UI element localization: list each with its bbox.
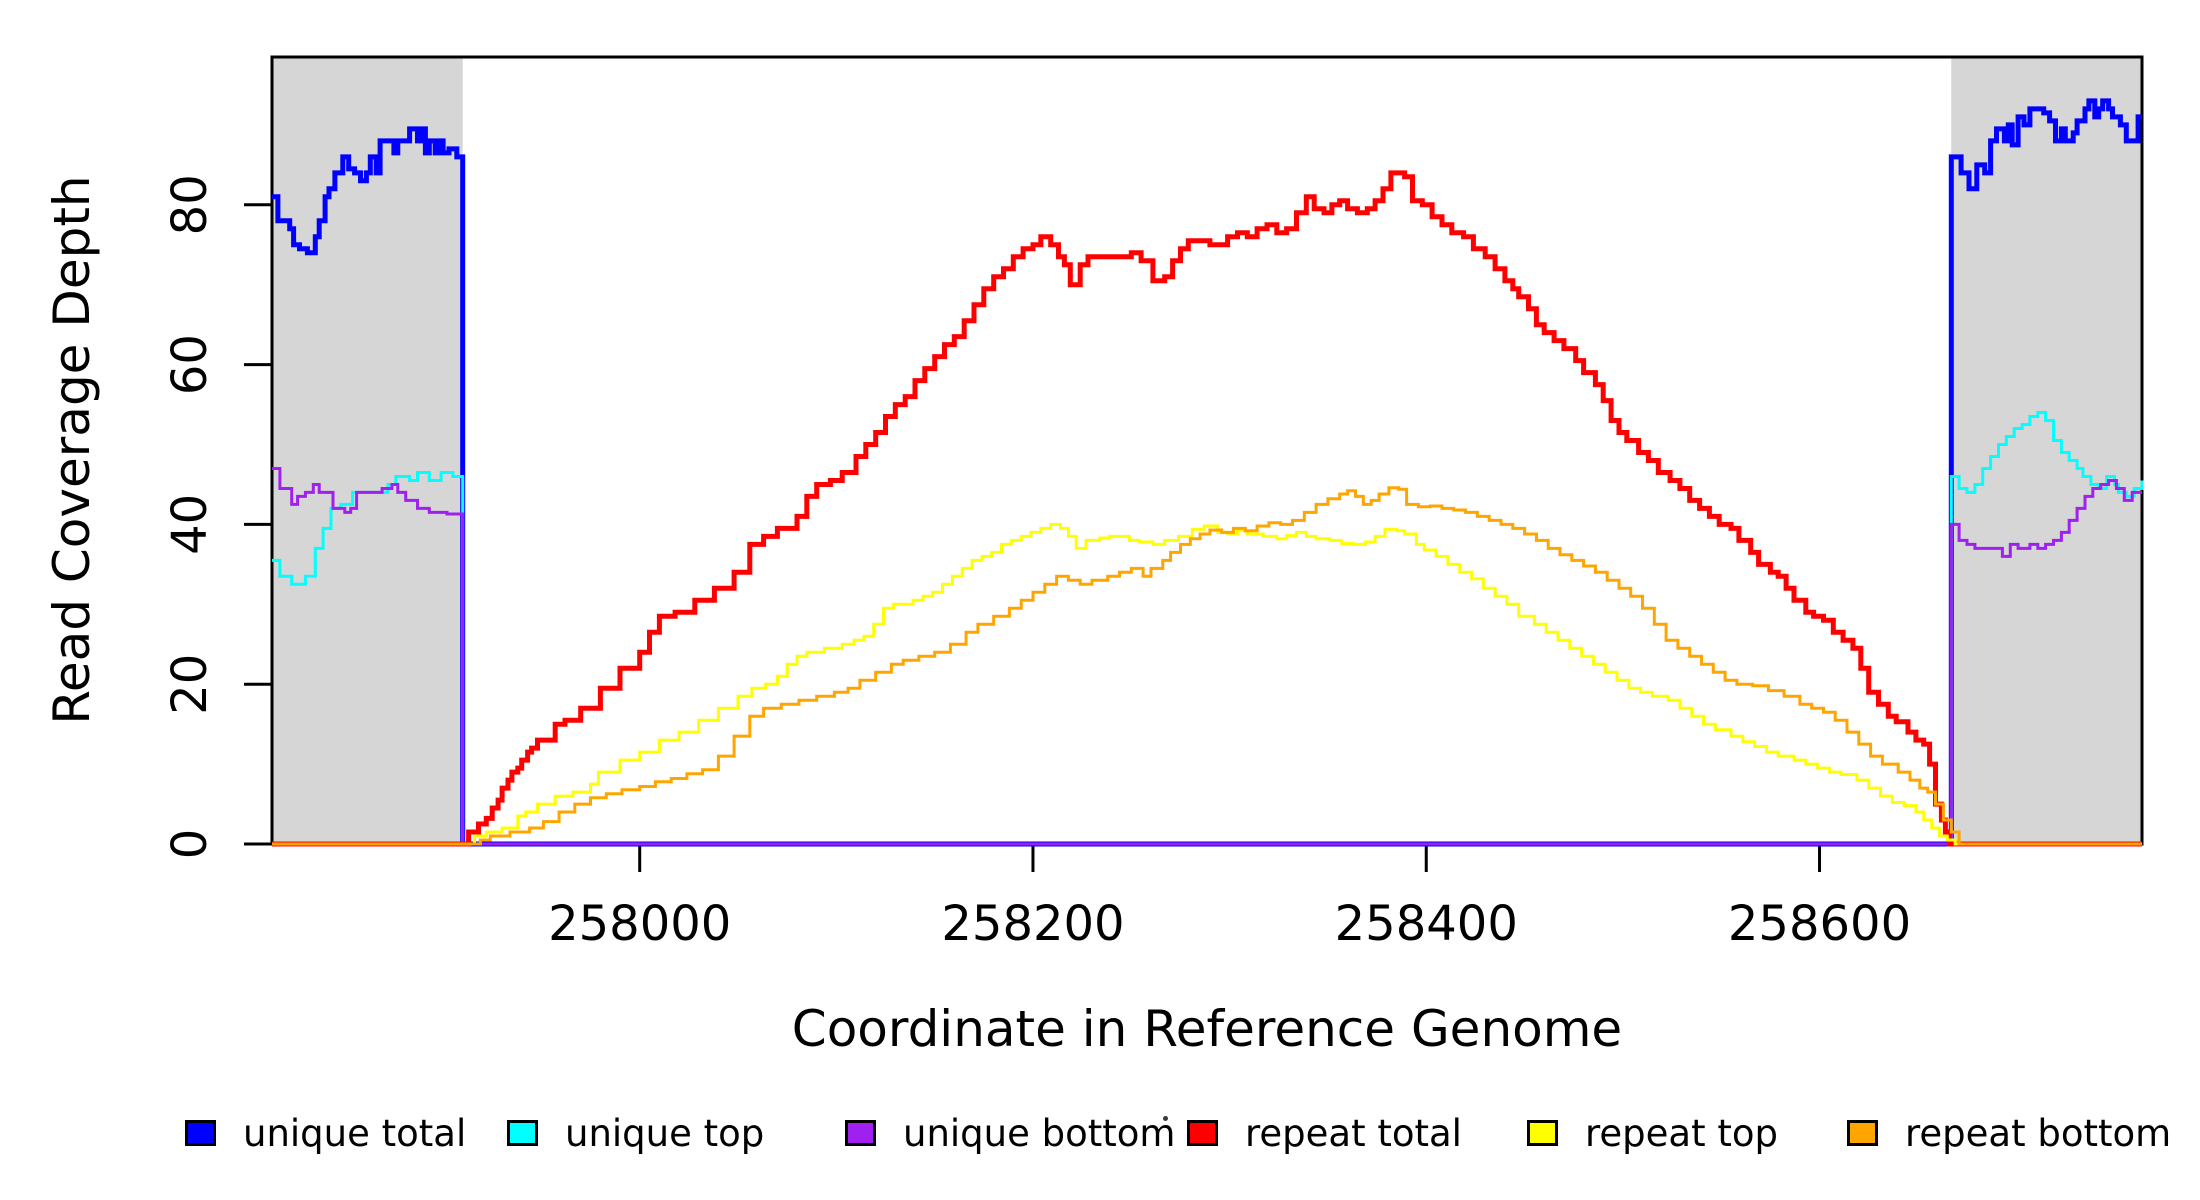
x-tick-label: 258000 xyxy=(548,896,731,952)
shaded-region-right-flank xyxy=(1951,57,2142,844)
legend-item-repeat-top: repeat top xyxy=(1527,1110,1778,1156)
legend-item-repeat-total: repeat total xyxy=(1187,1110,1462,1156)
series-repeat-total xyxy=(272,170,2142,847)
legend-label: repeat total xyxy=(1245,1111,1462,1155)
x-axis: 258000 258200 258400 258600 xyxy=(548,844,1911,952)
series-repeat-bottom xyxy=(272,486,2142,846)
plot-box xyxy=(270,55,2144,846)
series-unique-total xyxy=(272,98,2142,847)
legend-label: unique total xyxy=(243,1111,467,1155)
y-axis-title: Read Coverage Depth xyxy=(43,175,101,725)
legend-stray-dot xyxy=(1163,1116,1168,1121)
legend-swatch-unique-top xyxy=(507,1120,538,1146)
series-unique-top xyxy=(272,411,2144,846)
legend-swatch-repeat-total xyxy=(1187,1120,1218,1146)
x-axis-title: Coordinate in Reference Genome xyxy=(791,1000,1623,1058)
legend-label: repeat top xyxy=(1585,1111,1778,1155)
legend-swatch-repeat-bottom xyxy=(1847,1120,1878,1146)
legend-label: unique bottom xyxy=(903,1111,1176,1155)
legend-swatch-repeat-top xyxy=(1527,1120,1558,1146)
legend-label: repeat bottom xyxy=(1905,1111,2172,1155)
y-tick-label: 80 xyxy=(162,174,218,235)
legend-item-unique-total: unique total xyxy=(185,1110,466,1156)
legend-item-unique-bottom: unique bottom xyxy=(845,1110,1175,1156)
x-tick-label: 258200 xyxy=(941,896,1124,952)
series-repeat-top xyxy=(272,522,2142,846)
y-axis: 0 20 40 60 80 xyxy=(162,174,272,859)
y-tick-label: 0 xyxy=(162,829,218,860)
shaded-region-left-flank xyxy=(272,57,463,844)
legend-item-repeat-bottom: repeat bottom xyxy=(1847,1110,2171,1156)
legend-swatch-unique-bottom xyxy=(845,1120,876,1146)
legend-swatch-unique-total xyxy=(185,1120,216,1146)
y-tick-label: 20 xyxy=(162,654,218,715)
legend-item-unique-top: unique top xyxy=(507,1110,764,1156)
series-unique-bottom xyxy=(272,467,2142,846)
x-tick-label: 258400 xyxy=(1335,896,1518,952)
y-tick-label: 60 xyxy=(162,334,218,395)
legend-label: unique top xyxy=(565,1111,765,1155)
y-tick-label: 40 xyxy=(162,494,218,555)
x-tick-label: 258600 xyxy=(1728,896,1911,952)
